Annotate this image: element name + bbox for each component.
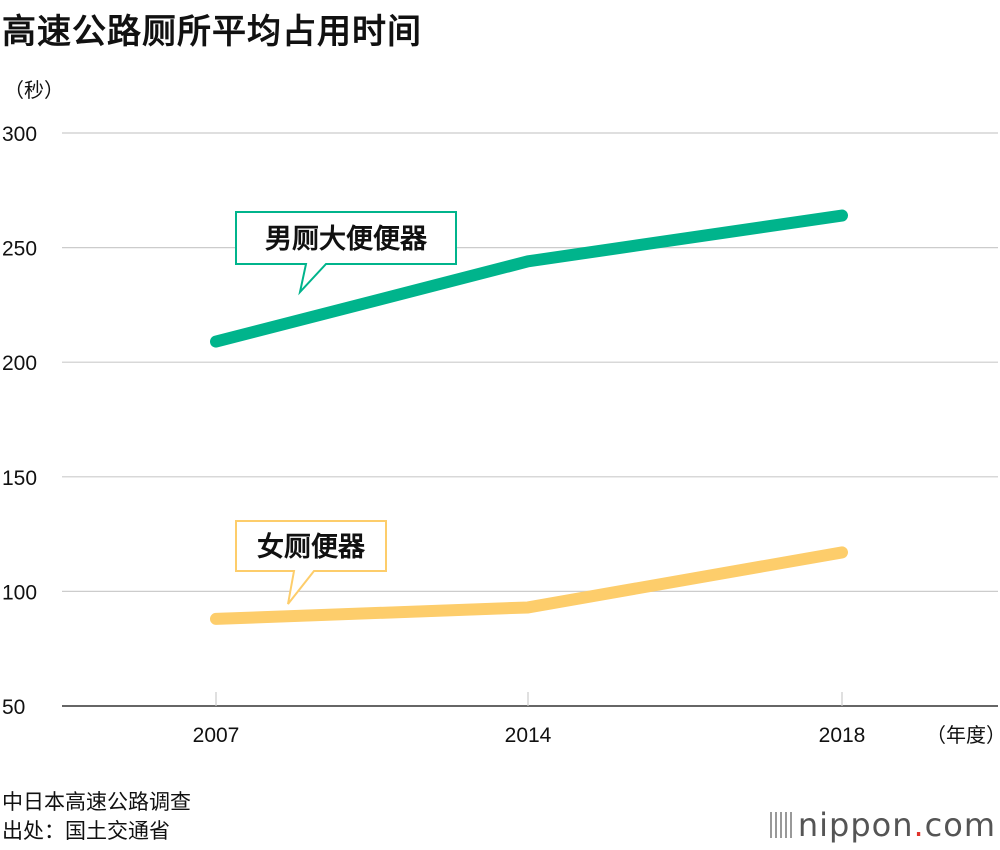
y-axis-unit: （秒）: [4, 78, 64, 102]
y-tick-label: 250: [2, 238, 37, 261]
series-line-1: [210, 546, 848, 625]
y-tick-label: 50: [2, 696, 25, 719]
callout-0: 男厕大便便器: [235, 211, 457, 296]
callout-box: [235, 211, 457, 296]
callout-box: [235, 520, 387, 605]
x-tick-label: 2018: [819, 724, 866, 747]
x-tick-label: 2007: [193, 724, 240, 747]
logo-dot: .: [913, 806, 925, 844]
logo-suffix: com: [924, 806, 996, 844]
y-tick-labels: 50 100 150 200 250 300: [2, 123, 37, 719]
series-lines: [210, 209, 848, 625]
callout-1: 女厕便器: [235, 520, 387, 605]
y-tick-label: 300: [2, 123, 37, 146]
logo-name: nippon: [797, 806, 914, 844]
nippon-logo[interactable]: nippon.com: [769, 806, 996, 844]
series-label: 女厕便器: [257, 531, 366, 563]
series-line-0: [210, 209, 848, 348]
grid-lines: [62, 132, 998, 707]
x-tick-labels: 2007 2014 2018: [193, 724, 866, 747]
source-note-survey: 中日本高速公路调查: [2, 790, 191, 814]
x-axis-unit: （年度）: [926, 723, 1000, 747]
logo-bars-icon: [769, 812, 792, 838]
y-tick-label: 150: [2, 467, 37, 490]
y-tick-label: 200: [2, 352, 37, 375]
chart-title: 高速公路厕所平均占用时间: [2, 12, 422, 52]
source-note-origin: 出处：国土交通省: [2, 819, 170, 843]
series-label: 男厕大便便器: [265, 224, 428, 255]
y-tick-label: 100: [2, 581, 37, 604]
x-tick-label: 2014: [505, 724, 552, 747]
